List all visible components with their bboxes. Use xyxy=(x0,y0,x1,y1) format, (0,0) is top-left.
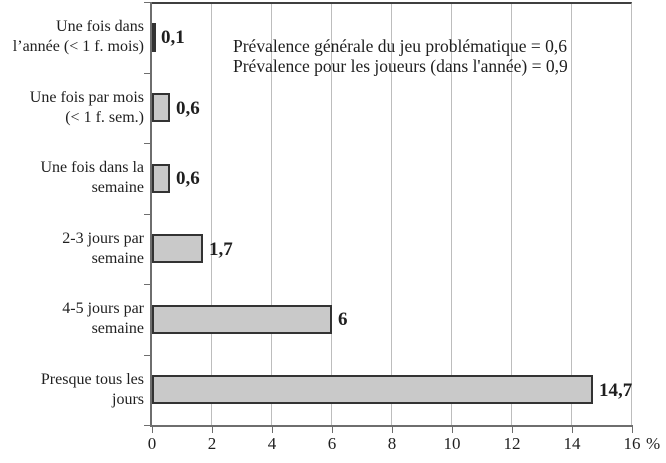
category-label: 2-3 jours par semaine xyxy=(62,230,144,267)
category-label: Une fois dans l’année (< 1 f. mois) xyxy=(12,18,144,55)
chart-annotation: Prévalence générale du jeu problématique… xyxy=(233,36,568,76)
category-label: Une fois par mois (< 1 f. sem.) xyxy=(29,89,144,126)
category-label: Une fois dans la semaine xyxy=(40,159,144,196)
bar xyxy=(152,164,170,193)
x-axis-tick xyxy=(392,425,393,433)
x-axis-unit-label: % xyxy=(646,434,661,453)
x-axis-line xyxy=(150,425,633,427)
gridline xyxy=(631,4,632,425)
bar-value-label: 0,1 xyxy=(161,27,185,48)
bar-value-label: 0,6 xyxy=(176,98,200,119)
x-axis-tick xyxy=(332,425,333,433)
x-axis-tick xyxy=(632,425,633,433)
x-axis-tick xyxy=(452,425,453,433)
x-axis-tick-label: 4 xyxy=(267,434,277,453)
bar-value-label: 6 xyxy=(338,309,348,330)
bar xyxy=(152,234,203,263)
y-axis-tick xyxy=(144,355,151,356)
gridline xyxy=(451,4,452,425)
bar xyxy=(152,375,593,404)
gridline xyxy=(271,4,272,425)
bar-value-label: 0,6 xyxy=(176,168,200,189)
gridline xyxy=(571,4,572,425)
x-axis-tick-label: 6 xyxy=(327,434,337,453)
x-axis-tick xyxy=(152,425,153,433)
annotation-line-1: Prévalence générale du jeu problématique… xyxy=(233,36,567,56)
x-axis-tick xyxy=(212,425,213,433)
x-axis-tick xyxy=(572,425,573,433)
y-axis-tick xyxy=(144,425,151,426)
gridline xyxy=(331,4,332,425)
x-axis-tick-label: 10 xyxy=(443,434,461,453)
y-axis-tick xyxy=(144,73,151,74)
category-label: 4-5 jours par semaine xyxy=(62,300,144,337)
x-axis-tick-label: 8 xyxy=(387,434,397,453)
x-axis-tick-label: 2 xyxy=(207,434,217,453)
x-axis-tick xyxy=(512,425,513,433)
x-axis-tick-label: 14 xyxy=(563,434,581,453)
y-axis-line xyxy=(150,2,152,427)
bar-value-label: 14,7 xyxy=(599,380,633,401)
x-axis-tick xyxy=(272,425,273,433)
gridline xyxy=(211,4,212,425)
gridline xyxy=(511,4,512,425)
bar xyxy=(152,23,156,52)
category-label: Presque tous les jours xyxy=(40,371,144,408)
x-axis-tick-label: 0 xyxy=(147,434,157,453)
bar-value-label: 1,7 xyxy=(209,239,233,260)
bar xyxy=(152,305,332,334)
y-axis-tick xyxy=(144,143,151,144)
plot-area xyxy=(152,2,632,425)
y-axis-tick xyxy=(144,214,151,215)
x-axis-tick-label: 16 xyxy=(623,434,641,453)
y-axis-tick xyxy=(144,284,151,285)
x-axis-tick-label: 12 xyxy=(503,434,521,453)
gridline xyxy=(391,4,392,425)
y-axis-tick xyxy=(144,2,151,3)
annotation-line-2: Prévalence pour les joueurs (dans l'anné… xyxy=(233,56,568,76)
bar xyxy=(152,93,170,122)
